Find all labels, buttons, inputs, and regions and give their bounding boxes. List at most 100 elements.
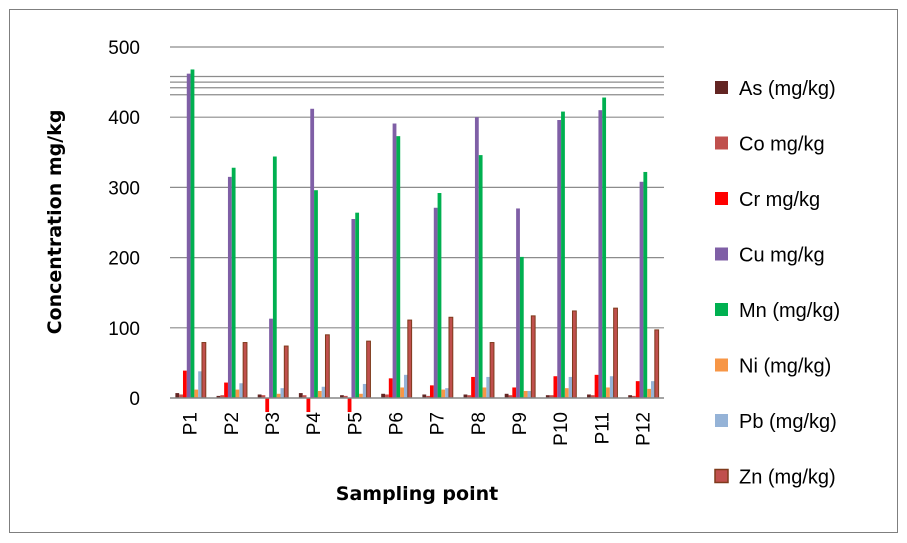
bar-5-2 — [276, 393, 281, 398]
bar-4-11 — [643, 171, 648, 398]
bar-5-11 — [647, 388, 652, 398]
x-tick-label: P11 — [592, 412, 613, 444]
bar-0-5 — [381, 393, 386, 398]
bar-3-11 — [639, 181, 644, 398]
bar-6-3 — [321, 386, 326, 398]
legend-swatch — [715, 303, 728, 316]
bar-1-5 — [385, 394, 389, 398]
gridlines — [170, 46, 664, 329]
y-tick-label: 100 — [108, 319, 140, 340]
bar-4-5 — [396, 136, 401, 399]
legend: As (mg/kg) Co mg/kg Cr mg/kg Cu mg/kg Mn (mg… — [714, 78, 840, 489]
bar-1-7 — [467, 395, 472, 398]
bar-1-0 — [179, 394, 183, 398]
bar-7-0 — [201, 342, 207, 399]
bar-2-5 — [388, 378, 393, 398]
legend-entry: Zn (mg/kg) — [739, 467, 836, 489]
bar-3-5 — [392, 123, 397, 398]
y-tick-labels: 0 100 200 300 400 500 — [108, 38, 140, 410]
bar-3-10 — [598, 110, 603, 399]
bar-0-11 — [628, 395, 633, 398]
bar-7-5 — [407, 319, 413, 399]
bars — [175, 69, 660, 413]
bar-0-4 — [340, 395, 344, 398]
y-tick-label: 400 — [108, 108, 140, 129]
bar-0-0 — [175, 393, 180, 398]
bar-3-7 — [474, 117, 479, 398]
bar-0-8 — [504, 393, 509, 398]
x-tick-label: P2 — [222, 412, 243, 435]
bar-4-1 — [231, 167, 236, 398]
bar-0-9 — [545, 395, 550, 398]
bar-7-7 — [489, 342, 495, 399]
x-axis-title: Sampling point — [336, 483, 498, 505]
bar-6-4 — [362, 383, 367, 398]
bar-2-11 — [635, 381, 640, 398]
legend-entry: As (mg/kg) — [739, 78, 836, 100]
bar-2-8 — [512, 387, 517, 398]
bar-5-1 — [235, 389, 240, 398]
legend-swatch — [715, 247, 728, 261]
bar-3-4 — [351, 218, 356, 398]
bar-5-8 — [523, 390, 528, 398]
bar-1-9 — [549, 395, 554, 398]
y-tick-label: 200 — [108, 249, 140, 270]
bar-3-2 — [269, 318, 273, 398]
bar-2-9 — [553, 376, 558, 398]
bar-7-4 — [366, 340, 371, 399]
legend-entry: Cu mg/kg — [739, 245, 825, 267]
legend-swatch — [714, 468, 729, 484]
bar-3-3 — [310, 108, 315, 398]
bar-4-0 — [190, 69, 195, 399]
y-axis-title: Concentration mg/kg — [44, 110, 66, 335]
bar-6-9 — [568, 376, 573, 398]
y-tick-label: 300 — [108, 178, 140, 199]
x-tick-label: P10 — [551, 412, 572, 446]
legend-swatch — [715, 414, 728, 427]
legend-entry: Mn (mg/kg) — [739, 300, 840, 322]
bar-2-4 — [347, 398, 352, 413]
bar-6-2 — [280, 388, 285, 398]
bar-4-2 — [272, 156, 277, 398]
legend-swatch — [715, 192, 728, 205]
y-tick-label: 0 — [129, 389, 140, 410]
y-tick-label: 500 — [108, 38, 140, 59]
legend-entry: Ni (mg/kg) — [739, 356, 831, 378]
bar-4-6 — [437, 193, 442, 398]
bar-5-6 — [441, 389, 446, 398]
bar-1-1 — [220, 395, 225, 398]
bar-1-10 — [590, 395, 595, 398]
bar-1-2 — [261, 395, 266, 398]
bar-7-1 — [242, 342, 248, 399]
x-tick-label: P1 — [181, 412, 202, 435]
bar-0-3 — [298, 393, 303, 398]
bar-3-8 — [516, 208, 520, 398]
x-tick-label: P3 — [263, 412, 284, 435]
bar-7-11 — [654, 329, 660, 399]
legend-swatch — [715, 136, 728, 150]
bar-2-10 — [594, 374, 599, 398]
legend-entry: Co mg/kg — [739, 134, 825, 156]
bar-2-3 — [306, 398, 311, 413]
legend-swatch — [715, 81, 728, 94]
x-tick-label: P9 — [510, 412, 531, 435]
bar-4-4 — [355, 212, 360, 398]
x-tick-label: P4 — [304, 412, 325, 436]
bar-6-8 — [527, 390, 532, 398]
bar-6-7 — [486, 376, 491, 398]
bar-4-8 — [519, 256, 524, 398]
legend-entry: Pb (mg/kg) — [739, 411, 837, 433]
bar-1-6 — [426, 395, 430, 398]
bar-6-11 — [651, 381, 655, 398]
bar-6-1 — [239, 383, 244, 398]
bar-5-5 — [400, 387, 405, 398]
bar-5-9 — [564, 388, 569, 398]
bar-5-3 — [317, 390, 322, 398]
x-tick-label: P8 — [469, 412, 490, 435]
bar-1-11 — [632, 395, 636, 398]
bar-2-1 — [224, 382, 228, 398]
bar-0-1 — [216, 395, 221, 398]
bar-5-10 — [606, 387, 610, 398]
bar-2-0 — [182, 370, 187, 398]
